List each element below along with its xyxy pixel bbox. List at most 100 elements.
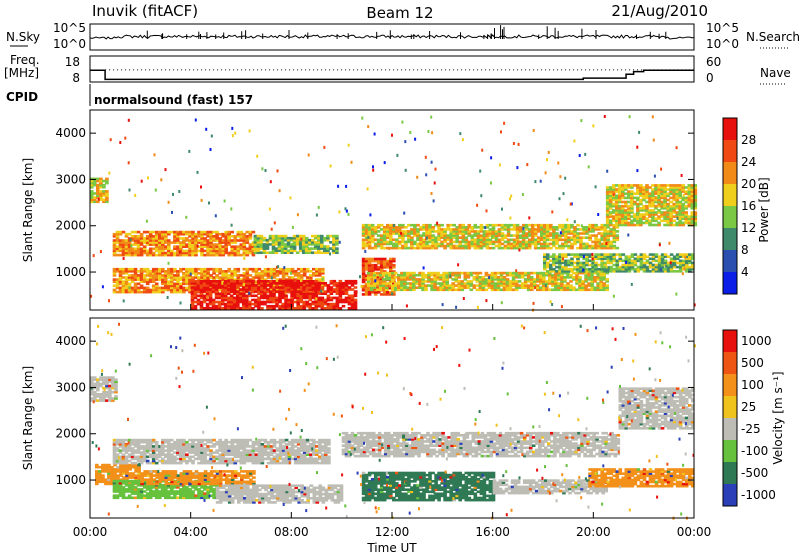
power-colorbar-label: Power [dB]: [757, 177, 771, 242]
power-colorbar-segment-6: [723, 140, 737, 162]
freq-label-line2: [MHz]: [4, 66, 39, 80]
velocity-xtick-label-6: 00:00: [677, 525, 712, 539]
power-colorbar-segment-5: [723, 162, 737, 184]
velocity-xtick-label-3: 12:00: [375, 525, 410, 539]
power-colorbar-tick-2: 12: [741, 221, 756, 235]
power-y-axis-label: Slant Range [km]: [21, 158, 35, 262]
power-colorbar-segment-0: [723, 272, 737, 294]
power-y-axis: 1000 2000 3000 4000: [55, 126, 694, 279]
power-band-8: [543, 253, 695, 273]
nave-label: Nave: [760, 66, 791, 80]
power-band-0: [90, 177, 109, 204]
power-colorbar-segment-3: [723, 206, 737, 228]
power-ytick-label-0: 1000: [55, 265, 86, 279]
velocity-band-5: [215, 484, 344, 504]
velocity-heatmap: [90, 322, 696, 520]
power-scatter-speckle: [90, 115, 696, 312]
noise-panel-frame: [89, 23, 695, 51]
velocity-band-4: [140, 470, 256, 486]
power-colorbar-tick-6: 28: [741, 133, 756, 147]
velocity-colorbar-segment-7: [723, 330, 737, 352]
velocity-colorbar-tick-1: 500: [741, 356, 764, 370]
noise-sky-line: [89, 34, 695, 40]
cpid-text: normalsound (fast) 157: [94, 93, 253, 107]
power-colorbar-segment-7: [723, 118, 737, 140]
velocity-ytick-label-3: 4000: [55, 334, 86, 348]
velocity-xtick-label-5: 20:00: [576, 525, 611, 539]
velocity-colorbar-tick-0: 1000: [741, 334, 772, 348]
power-band-2: [253, 234, 339, 254]
noise-right-tick-top: 10^5: [706, 21, 739, 35]
velocity-colorbar-tick-2: 100: [741, 378, 764, 392]
power-colorbar: 4 8 12 16 20 24 28: [722, 117, 756, 295]
velocity-colorbar-segment-3: [723, 418, 737, 440]
nave-tick-bottom: 0: [706, 71, 714, 85]
velocity-colorbar-segment-1: [723, 462, 737, 484]
power-heatmap: [90, 115, 698, 312]
power-colorbar-segment-4: [723, 184, 737, 206]
velocity-colorbar-segment-5: [723, 374, 737, 396]
velocity-colorbar-tick-7: -1000: [741, 488, 776, 502]
power-colorbar-tick-1: 8: [741, 243, 749, 257]
power-band-9: [605, 184, 698, 227]
noise-left-tick-bottom: 10^0: [53, 37, 86, 51]
velocity-band-7: [361, 471, 496, 502]
noise-right-label: N.Search: [746, 30, 800, 44]
station-title: Inuvik (fitACF): [92, 2, 198, 20]
velocity-xtick-label-0: 00:00: [73, 525, 108, 539]
power-colorbar-segment-2: [723, 228, 737, 250]
cpid-label: CPID: [6, 90, 38, 104]
velocity-colorbar-segment-4: [723, 396, 737, 418]
velocity-colorbar: 1000 500 100 25 -25 -100 -500 -1000: [722, 329, 776, 507]
power-band-7: [366, 271, 609, 292]
power-ytick-label-2: 3000: [55, 172, 86, 186]
velocity-band-2: [112, 438, 331, 465]
velocity-xtick-label-2: 08:00: [274, 525, 309, 539]
freq-tick-bottom: 8: [72, 71, 80, 85]
velocity-band-10: [618, 387, 695, 430]
velocity-x-axis: 00:00 04:00 08:00 12:00 16:00 20:00 00:00: [73, 512, 712, 539]
nave-tick-top: 60: [706, 55, 721, 69]
noise-left-tick-top: 10^5: [53, 21, 86, 35]
noise-panel: N.Sky 10^5 10^0 10^5 10^0 N.Search: [6, 21, 800, 51]
power-x-ticks: [89, 304, 695, 310]
velocity-scatter-speckle: [91, 322, 696, 520]
freq-tick-top: 18: [65, 55, 80, 69]
velocity-colorbar-segment-6: [723, 352, 737, 374]
velocity-colorbar-tick-5: -100: [741, 444, 768, 458]
velocity-colorbar-segment-2: [723, 440, 737, 462]
velocity-colorbar-frame: [722, 329, 738, 507]
velocity-colorbar-segment-0: [723, 484, 737, 506]
noise-search-spikes: [146, 25, 667, 39]
power-colorbar-segment-1: [723, 250, 737, 272]
velocity-band-6: [341, 431, 621, 458]
velocity-colorbar-label: Velocity [m s⁻¹]: [771, 371, 785, 464]
noise-right-tick-bottom: 10^0: [706, 37, 739, 51]
power-ytick-label-1: 2000: [55, 219, 86, 233]
velocity-ytick-label-0: 1000: [55, 473, 86, 487]
velocity-ytick-label-1: 2000: [55, 427, 86, 441]
x-axis-label: Time UT: [366, 541, 417, 554]
velocity-colorbar-tick-4: -25: [741, 422, 761, 436]
frequency-panel-frame: [89, 55, 695, 83]
velocity-colorbar-tick-3: 25: [741, 400, 756, 414]
frequency-step-line: [90, 69, 694, 81]
power-ytick-label-3: 4000: [55, 126, 86, 140]
date-label: 21/Aug/2010: [611, 2, 708, 20]
noise-left-label: N.Sky: [6, 30, 40, 44]
power-colorbar-tick-4: 20: [741, 177, 756, 191]
velocity-band-0: [90, 376, 118, 402]
power-colorbar-frame: [722, 117, 738, 295]
power-band-1: [112, 230, 256, 257]
beam-label: Beam 12: [366, 4, 433, 22]
velocity-panel: 1000 2000 3000 4000 Slant Range [km] 1000 50…: [21, 317, 785, 554]
power-band-6: [361, 223, 620, 250]
velocity-colorbar-tick-6: -500: [741, 466, 768, 480]
power-colorbar-tick-3: 16: [741, 199, 756, 213]
power-colorbar-tick-0: 4: [741, 265, 749, 279]
velocity-y-axis: 1000 2000 3000 4000: [55, 334, 694, 487]
velocity-y-axis-label: Slant Range [km]: [21, 366, 35, 470]
velocity-xtick-label-1: 04:00: [173, 525, 208, 539]
velocity-band-1: [95, 463, 141, 486]
